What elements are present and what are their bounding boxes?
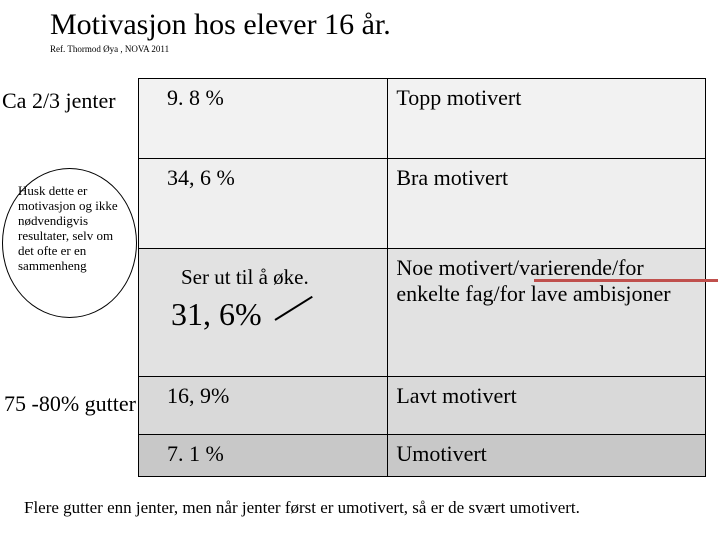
pct-cell: 34, 6 % [139, 159, 388, 249]
table-row: 7. 1 % Umotivert [139, 435, 706, 477]
arrow-line-icon [275, 296, 313, 321]
left-annotation-bottom: 75 -80% gutter [4, 392, 136, 416]
pct-large: 31, 6% [167, 290, 262, 333]
label-cell: Lavt motivert [388, 377, 706, 435]
red-divider-line [534, 279, 718, 282]
table-row: 16, 9% Lavt motivert [139, 377, 706, 435]
label-cell: Noe motivert/varierende/for enkelte fag/… [388, 249, 706, 377]
table-row: Ser ut til å øke. 31, 6% Noe motivert/va… [139, 249, 706, 377]
label-cell: Umotivert [388, 435, 706, 477]
label-cell: Bra motivert [388, 159, 706, 249]
trend-note: Ser ut til å øke. [167, 255, 379, 290]
motivation-table: 9. 8 % Topp motivert 34, 6 % Bra motiver… [138, 78, 706, 477]
page-title: Motivasjon hos elever 16 år. [0, 0, 720, 44]
table-row: 34, 6 % Bra motivert [139, 159, 706, 249]
pct-cell: 9. 8 % [139, 79, 388, 159]
footer-note: Flere gutter enn jenter, men når jenter … [24, 498, 580, 518]
pct-cell: 7. 1 % [139, 435, 388, 477]
label-cell: Topp motivert [388, 79, 706, 159]
table-row: 9. 8 % Topp motivert [139, 79, 706, 159]
pct-cell: Ser ut til å øke. 31, 6% [139, 249, 388, 377]
left-annotation-top: Ca 2/3 jenter [2, 88, 116, 114]
pct-cell: 16, 9% [139, 377, 388, 435]
ellipse-callout-text: Husk dette er motivasjon og ikke nødvend… [18, 184, 128, 274]
page-subtitle: Ref. Thormod Øya , NOVA 2011 [0, 44, 720, 60]
